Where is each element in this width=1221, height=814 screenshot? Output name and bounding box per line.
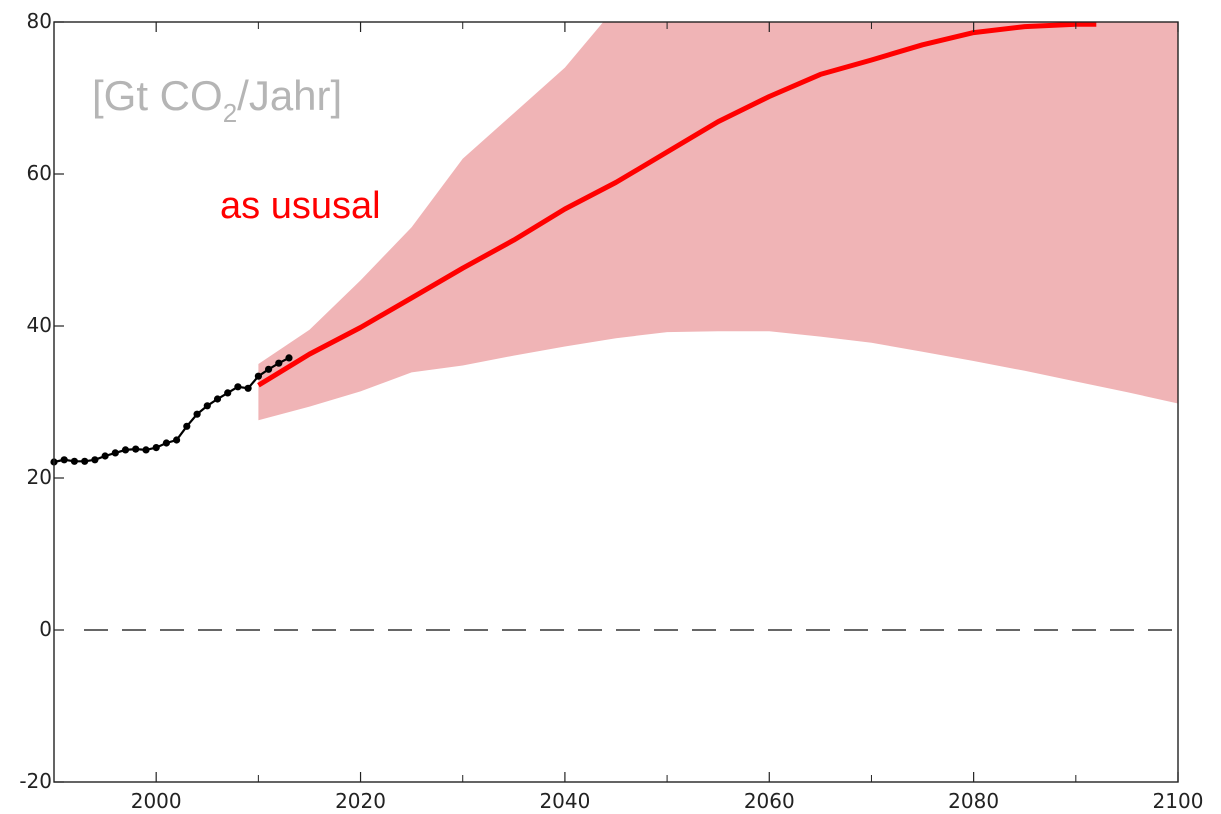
observed-point [60,456,68,464]
x-tick-label: 2000 [131,789,182,813]
x-tick-label: 2020 [335,789,386,813]
x-tick-label: 2040 [539,789,590,813]
observed-point [203,402,211,410]
x-tick-label: 2060 [744,789,795,813]
observed-point [162,439,170,447]
projection-line [257,22,1097,388]
y-unit-label-prefix: [Gt CO [92,72,223,119]
y-tick-label: 80 [27,9,52,33]
y-unit-label-subscript: 2 [223,98,237,128]
observed-point [81,457,89,465]
observed-point [142,446,150,454]
observed-point [132,445,140,453]
observed-point [101,452,109,460]
observed-point [265,365,273,373]
observed-point [234,383,242,391]
series-label-as-usual: as ususal [220,185,381,227]
y-tick-label: 20 [27,465,52,489]
observed-point [121,446,130,454]
x-tick-label: 2080 [948,789,999,813]
observed-point [275,359,283,367]
projection-range-band [258,22,1178,421]
observed-point [70,457,78,465]
y-tick-label: 0 [39,617,52,641]
plot-frame [53,21,1179,783]
y-tick-label: -20 [19,769,52,793]
observed-point [244,384,252,392]
y-unit-label: [Gt CO2/Jahr] [92,72,342,128]
observed-point [254,372,262,380]
y-tick-label: 40 [27,313,52,337]
observed-point [224,389,232,397]
observed-point [285,354,293,362]
observed-point [173,436,181,444]
observed-line [53,356,290,464]
observed-point [91,456,99,464]
observed-point [111,449,119,457]
observed-point [152,444,160,452]
observed-point [213,395,222,403]
y-tick-label: 60 [27,161,52,185]
x-tick-label: 2100 [1153,789,1204,813]
observed-point [193,410,201,418]
y-unit-label-suffix: /Jahr] [237,72,342,119]
observed-point [183,422,191,430]
